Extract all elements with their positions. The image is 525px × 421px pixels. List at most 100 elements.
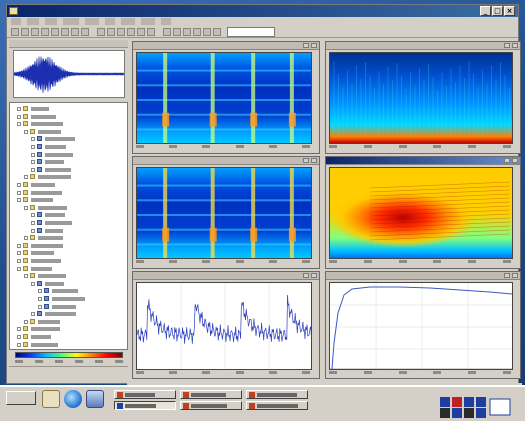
tree-expander-icon[interactable] [31,281,35,286]
pane-title-bar[interactable] [326,272,520,280]
toolbar-combo-box[interactable] [227,27,275,37]
mail-icon[interactable] [86,390,104,408]
file-tree[interactable] [9,102,128,350]
pane-maximize-button[interactable] [504,43,510,48]
tree-row[interactable] [10,136,127,142]
tree-row[interactable] [10,288,127,294]
tree-row[interactable] [10,174,127,180]
tree-expander-icon[interactable] [38,289,42,294]
tree-row[interactable] [10,303,127,310]
browser-icon[interactable] [64,390,82,408]
tree-row[interactable] [10,220,127,226]
tree-row[interactable] [10,113,127,120]
tree-expander-icon[interactable] [31,137,35,142]
maximize-button[interactable]: □ [492,6,503,16]
help-icon[interactable] [213,28,221,36]
tree-row[interactable] [10,273,127,279]
tree-expander-icon[interactable] [31,167,35,172]
response-plot[interactable] [329,282,513,370]
pane-close-button[interactable] [311,43,317,48]
response-pane-bottom-right[interactable] [325,271,521,379]
tree-expander-icon[interactable] [17,114,21,119]
fft-icon[interactable] [193,28,201,36]
menu-item-5[interactable] [85,18,99,25]
desktop-icon[interactable] [42,390,60,408]
pane-maximize-button[interactable] [504,273,510,278]
menu-item-1[interactable] [11,18,21,25]
pane-title-bar[interactable] [326,42,520,50]
menu-item-2[interactable] [27,18,39,25]
title-bar[interactable]: _ □ × [7,5,518,17]
window-icon[interactable] [203,28,211,36]
tree-row[interactable] [10,311,127,317]
tree-expander-icon[interactable] [31,312,35,317]
tree-expander-icon[interactable] [17,190,21,195]
waveform-plot[interactable] [136,282,312,370]
tree-row[interactable] [10,242,127,249]
pane-close-button[interactable] [512,158,518,163]
tree-row[interactable] [10,106,127,112]
spectrogram-plot[interactable] [136,167,312,259]
tree-row[interactable] [10,318,127,325]
tree-expander-icon[interactable] [31,160,35,165]
tree-row[interactable] [10,296,127,302]
tree-expander-icon[interactable] [17,327,21,332]
tree-row[interactable] [10,144,127,150]
play-icon[interactable] [97,28,105,36]
menu-item-6[interactable] [105,18,115,25]
select-icon[interactable] [163,28,171,36]
tree-expander-icon[interactable] [17,183,21,187]
tree-expander-icon[interactable] [17,335,21,339]
spectrum-pane-top-right[interactable] [325,41,521,154]
close-button[interactable]: × [504,6,515,16]
spectrum-plot[interactable] [329,52,513,144]
tree-expander-icon[interactable] [17,107,21,111]
pane-close-button[interactable] [311,273,317,278]
waveform-pane-bottom-left[interactable] [132,271,320,379]
pane-maximize-button[interactable] [303,158,309,163]
spectrogram-plot[interactable] [329,167,513,259]
tree-row[interactable] [10,166,127,173]
tree-row[interactable] [10,197,127,203]
tree-expander-icon[interactable] [17,198,21,203]
save-icon[interactable] [21,28,29,36]
tree-row[interactable] [10,334,127,340]
tree-row[interactable] [10,159,127,165]
stop-icon[interactable] [107,28,115,36]
undo-icon[interactable] [71,28,79,36]
tree-expander-icon[interactable] [24,236,28,241]
tree-expander-icon[interactable] [31,213,35,218]
tree-expander-icon[interactable] [38,304,42,309]
pane-title-bar[interactable] [133,157,319,165]
pane-title-bar-active[interactable] [326,157,520,165]
open-icon[interactable] [11,28,19,36]
filter-icon[interactable] [183,28,191,36]
tree-expander-icon[interactable] [17,259,21,263]
cut-icon[interactable] [41,28,49,36]
spectrogram-pane-mid-left[interactable] [132,156,320,269]
pane-title-bar[interactable] [133,272,319,280]
tree-row[interactable] [10,212,127,218]
tree-expander-icon[interactable] [17,251,21,256]
print-icon[interactable] [31,28,39,36]
copy-icon[interactable] [51,28,59,36]
taskbar-task-button[interactable] [246,401,308,410]
zoom-out-icon[interactable] [137,28,145,36]
tree-row[interactable] [10,204,127,211]
tree-row[interactable] [10,250,127,256]
tree-expander-icon[interactable] [38,297,42,301]
tree-expander-icon[interactable] [31,228,35,233]
tree-row[interactable] [10,280,127,287]
tree-expander-icon[interactable] [24,319,28,324]
tree-row[interactable] [10,341,127,348]
pane-title-bar[interactable] [133,42,319,50]
menu-item-9[interactable] [161,18,171,25]
tree-expander-icon[interactable] [31,145,35,149]
pane-maximize-button[interactable] [303,43,309,48]
tree-expander-icon[interactable] [31,152,35,157]
tree-expander-icon[interactable] [17,266,21,271]
pane-maximize-button[interactable] [303,273,309,278]
tree-row[interactable] [10,235,127,241]
tree-row[interactable] [10,128,127,135]
tree-row[interactable] [10,258,127,264]
